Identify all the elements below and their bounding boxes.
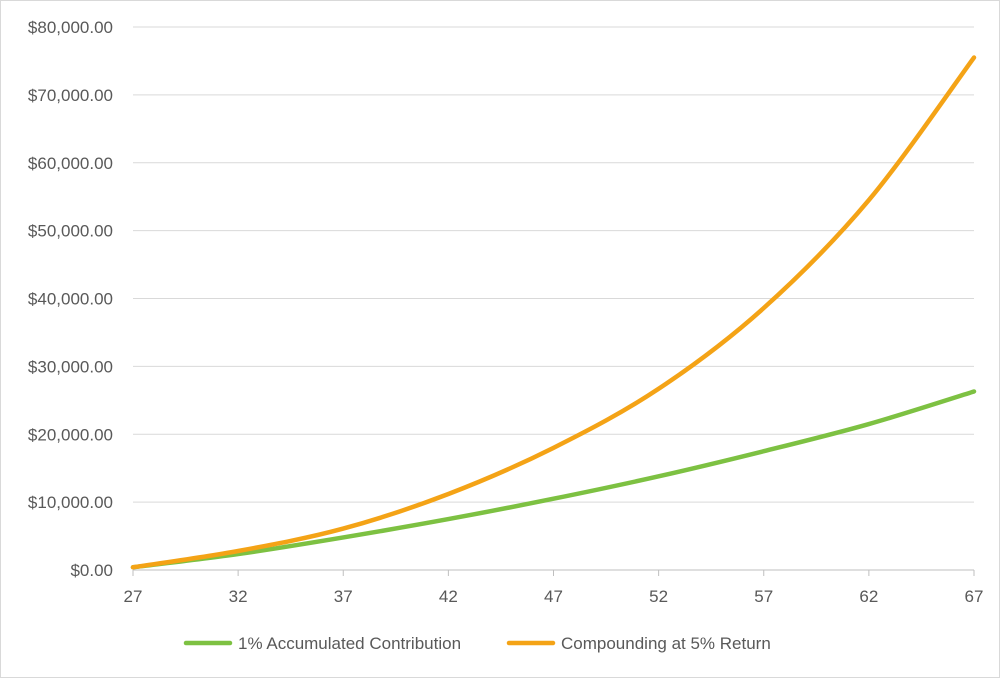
series-line-1 [130,389,977,570]
axes: $0.00 $10,000.00 $20,000.00 $30,000.00 $40,0… [28,18,984,606]
y-tick-label: $70,000.00 [28,86,113,105]
x-tick-label: 57 [754,587,773,606]
x-tick-label: 27 [124,587,143,606]
x-tick-label: 47 [544,587,563,606]
x-tick-label: 37 [334,587,353,606]
y-tick-label: $40,000.00 [28,290,113,309]
legend-label-2: Compounding at 5% Return [561,634,771,653]
y-tick-label: $0.00 [70,561,113,580]
y-tick-label: $50,000.00 [28,222,113,241]
y-tick-label: $20,000.00 [28,425,113,444]
series-lines [130,55,977,570]
x-tick-label: 62 [859,587,878,606]
y-tick-label: $80,000.00 [28,18,113,37]
y-tick-label: $60,000.00 [28,154,113,173]
y-tick-label: $10,000.00 [28,493,113,512]
x-tick-label: 32 [229,587,248,606]
series-line-2 [130,55,977,570]
x-tick-label: 52 [649,587,668,606]
gridlines [133,26,974,503]
y-tick-label: $30,000.00 [28,357,113,376]
x-tick-label: 67 [965,587,984,606]
x-tick-label: 42 [439,587,458,606]
legend-label-1: 1% Accumulated Contribution [238,634,461,653]
legend: 1% Accumulated Contribution Compounding a… [183,634,771,653]
